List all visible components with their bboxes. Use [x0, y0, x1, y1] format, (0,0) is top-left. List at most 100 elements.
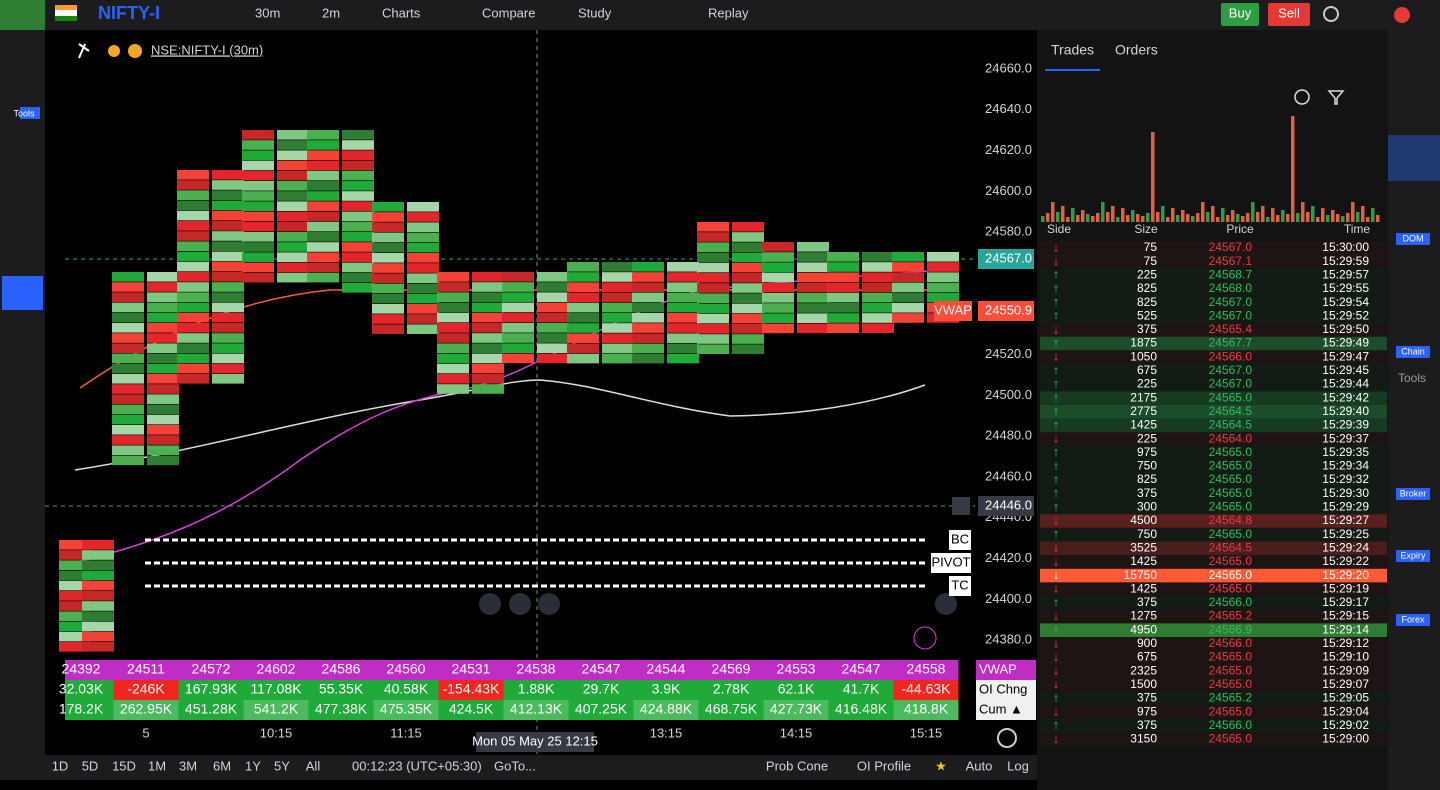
scroll-right[interactable] [935, 593, 957, 615]
volume-bar [1266, 217, 1270, 222]
footprint-cell [112, 343, 144, 353]
last-price: 24567.0 [985, 250, 1032, 265]
sell-label[interactable]: Sell [1278, 5, 1300, 20]
price: 24565.0 [1209, 663, 1253, 677]
volume-bar [1171, 208, 1175, 222]
time: 15:29:25 [1322, 527, 1369, 541]
table-value: 477.38K [315, 701, 368, 717]
side: ↑ [1053, 471, 1060, 486]
footprint-cell [862, 303, 894, 313]
size: 3525 [1130, 540, 1157, 554]
active-sidebar[interactable] [1388, 135, 1440, 181]
sidebar-label[interactable]: Chain [1401, 346, 1425, 356]
zoom-reset[interactable] [509, 593, 531, 615]
range-button[interactable]: 1M [148, 758, 166, 773]
footprint-cell [212, 210, 244, 221]
footprint-cell [602, 353, 634, 364]
bottom-option[interactable]: OI Profile [857, 758, 911, 773]
footprint-cell [472, 384, 504, 394]
footprint-cell [112, 384, 144, 394]
footprint-cell [567, 282, 599, 292]
sidebar-label[interactable]: Tools [1398, 371, 1426, 385]
zoom-in[interactable] [538, 593, 560, 615]
footprint-cell [762, 323, 794, 334]
table-value: 24531 [452, 661, 491, 677]
size: 825 [1137, 472, 1157, 486]
footprint-cell [277, 150, 309, 160]
time: 15:29:29 [1322, 500, 1369, 514]
footprint-cell [407, 293, 439, 304]
range-button[interactable]: 5D [82, 758, 99, 773]
range-button[interactable]: 15D [112, 758, 136, 773]
bottom-option[interactable]: Log [1007, 758, 1029, 773]
tab[interactable]: Orders [1115, 42, 1158, 58]
sidebar-label[interactable]: Forex [1401, 614, 1425, 624]
range-button[interactable]: 5Y [274, 758, 290, 773]
chart-symbol-label[interactable]: NSE:NIFTY-I (30m) [151, 42, 263, 57]
footprint-cell [472, 272, 504, 282]
price: 24565.0 [1209, 581, 1253, 595]
goto[interactable]: GoTo... [494, 758, 536, 773]
buy-button[interactable] [1221, 3, 1259, 26]
size: 1500 [1130, 677, 1157, 691]
add-button[interactable] [952, 497, 970, 515]
zoom-out[interactable] [479, 593, 501, 615]
volume-bar [1251, 202, 1255, 222]
footprint-cell [342, 191, 374, 201]
symbol[interactable]: NIFTY-I [98, 3, 160, 23]
bottom-option[interactable]: Prob Cone [766, 758, 828, 773]
volume-bar [1336, 214, 1340, 222]
footprint-cell [177, 221, 209, 231]
range-button[interactable]: 3M [179, 758, 197, 773]
side: ↓ [1053, 349, 1060, 364]
footprint-cell [212, 302, 244, 313]
footprint-cell [342, 262, 374, 273]
settings-icon[interactable] [1323, 6, 1339, 22]
table-value: -154.43K [443, 681, 500, 697]
toolbar-item[interactable]: 30m [255, 5, 280, 20]
toolbar-item[interactable]: Compare [482, 5, 535, 20]
bottom-option[interactable]: Auto [966, 758, 993, 773]
footprint-cell [112, 312, 144, 323]
table-cell [65, 700, 114, 720]
sell-button[interactable] [1268, 3, 1310, 26]
volume-bar [1331, 210, 1335, 222]
buy-label[interactable]: Buy [1229, 5, 1252, 20]
tab[interactable]: Trades [1051, 42, 1094, 58]
range-button[interactable]: 1Y [245, 758, 261, 773]
n-icon[interactable] [913, 626, 937, 650]
active-tool[interactable] [2, 276, 43, 310]
size: 975 [1137, 445, 1157, 459]
table-cell [373, 680, 439, 700]
range-button[interactable]: 6M [213, 758, 231, 773]
axis-settings[interactable] [997, 728, 1017, 748]
footprint-cell [147, 455, 179, 466]
toolbar-item[interactable]: Charts [382, 5, 421, 20]
footprint-cell [147, 343, 179, 353]
toolbar-item[interactable]: Replay [708, 5, 749, 20]
filter-icon[interactable] [1327, 90, 1345, 105]
sidebar-badge [1396, 488, 1430, 500]
help-icon[interactable] [1294, 89, 1310, 105]
price: 24567.0 [1209, 363, 1253, 377]
time: 15:29:59 [1322, 254, 1369, 268]
logo[interactable] [0, 0, 45, 30]
alert-icon[interactable] [1394, 7, 1410, 23]
price: 24566.9 [1209, 622, 1253, 636]
range-button[interactable]: All [306, 758, 321, 773]
sidebar-label[interactable]: Broker [1400, 488, 1427, 498]
toolbar-item[interactable]: Study [578, 5, 612, 20]
footprint-cell [112, 282, 144, 292]
sidebar-label[interactable]: Expiry [1400, 550, 1426, 560]
footprint-cell [177, 272, 209, 282]
range-button[interactable]: 1D [52, 758, 69, 773]
footprint-cell [732, 262, 764, 273]
footprint-cell [502, 312, 534, 323]
trade-row [1040, 527, 1387, 542]
toolbar-item[interactable]: 2m [322, 5, 340, 20]
volume-bar [1196, 213, 1200, 222]
clock: 00:12:23 (UTC+05:30) [352, 758, 482, 773]
volume-bar [1071, 208, 1075, 222]
sidebar-label[interactable]: DOM [1403, 233, 1424, 243]
arrow-icon[interactable] [78, 43, 90, 52]
